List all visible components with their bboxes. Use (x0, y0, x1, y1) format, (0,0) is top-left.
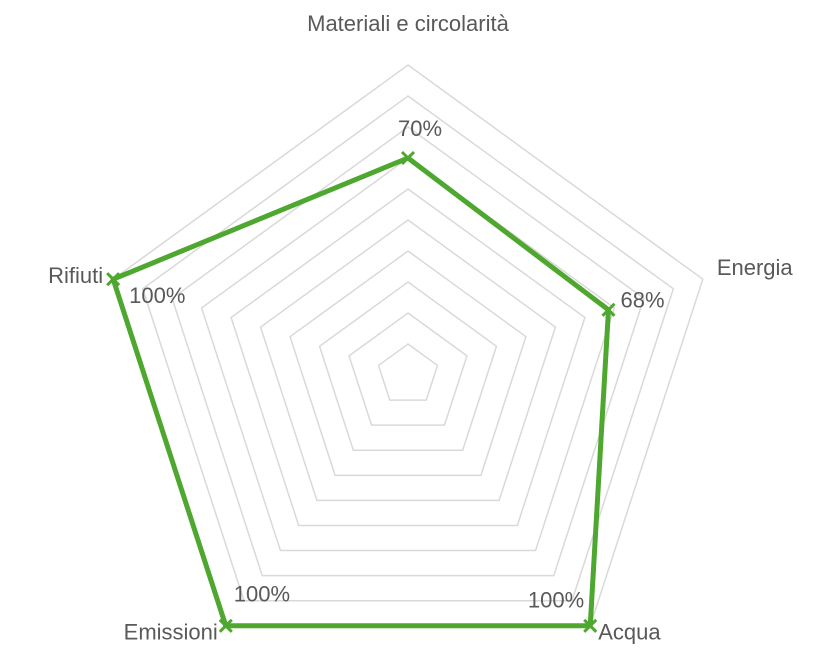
category-label: Energia (717, 255, 794, 280)
marker (400, 150, 416, 166)
grid-ring (171, 126, 645, 577)
data-label: 68% (620, 288, 664, 313)
data-label: 70% (398, 116, 442, 141)
series-line (110, 155, 611, 629)
data-label: 100% (234, 582, 290, 607)
grid-ring (377, 343, 439, 401)
grid-ring (141, 95, 675, 602)
grid-ring (259, 219, 557, 502)
marker (583, 618, 598, 633)
marker (601, 302, 616, 317)
marker (218, 618, 233, 633)
grid-ring (348, 312, 468, 426)
category-label: Materiali e circolarità (307, 11, 509, 36)
data-label: 100% (129, 283, 185, 308)
grid-ring (230, 188, 586, 527)
grid-ring (318, 281, 498, 451)
grid-ring (112, 64, 704, 627)
grid-ring (289, 250, 527, 477)
category-label: Rifiuti (48, 263, 103, 288)
category-label: Emissioni (124, 620, 218, 645)
grid-ring (200, 157, 616, 552)
marker (106, 272, 121, 287)
data-label: 100% (528, 588, 584, 613)
category-label: Acqua (598, 620, 661, 645)
